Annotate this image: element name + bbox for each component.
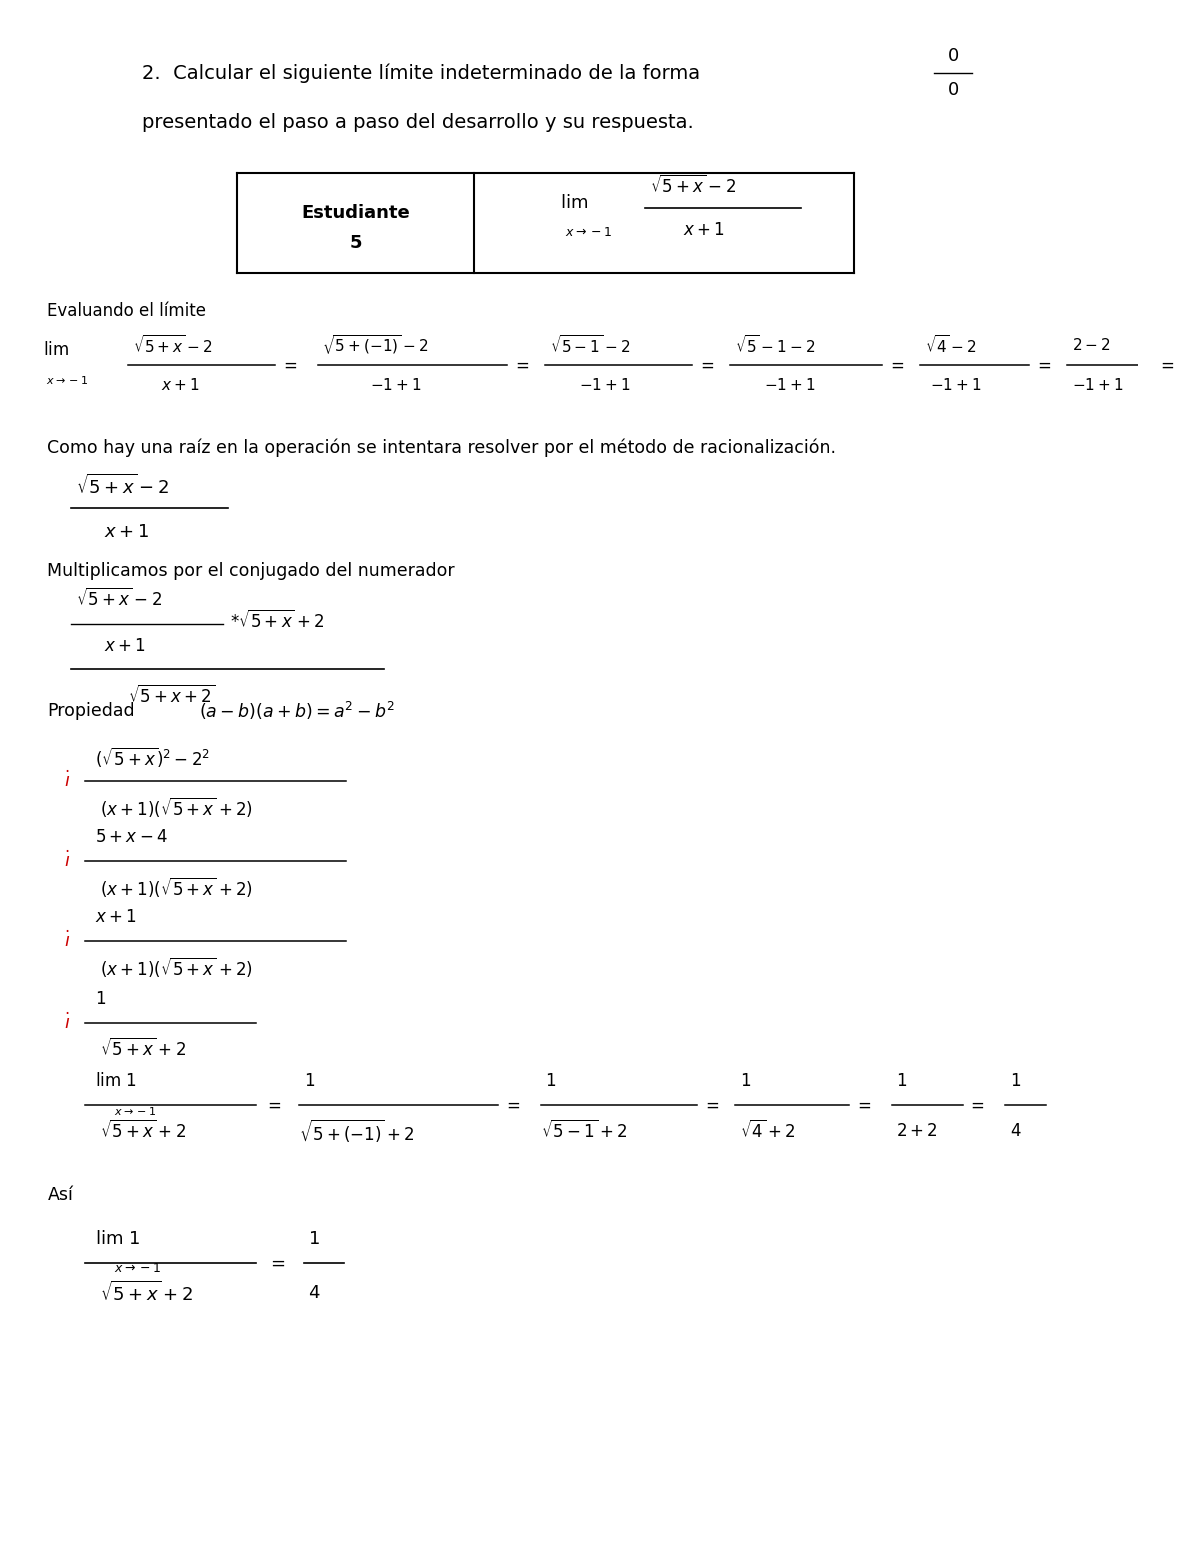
Text: $=$: $=$ [702,1096,719,1114]
Text: $1$: $1$ [740,1072,751,1090]
Text: $(a-b)(a+b)=a^2-b^2$: $(a-b)(a+b)=a^2-b^2$ [199,700,396,722]
Text: $-1+1$: $-1+1$ [763,377,815,393]
Text: $\sqrt{5+x}-2$: $\sqrt{5+x}-2$ [76,589,162,610]
Text: $x+1$: $x+1$ [104,637,146,655]
Text: $1$: $1$ [1010,1072,1021,1090]
Text: 0: 0 [948,47,959,65]
Text: Propiedad: Propiedad [48,702,136,721]
Text: $\sqrt{5+x}-2$: $\sqrt{5+x}-2$ [133,334,212,356]
Text: Evaluando el límite: Evaluando el límite [48,301,206,320]
Text: Como hay una raíz en la operación se intentara resolver por el método de raciona: Como hay una raíz en la operación se int… [48,439,836,457]
Text: 0: 0 [948,81,959,99]
Text: $=$: $=$ [1157,356,1175,374]
Text: $-1+1$: $-1+1$ [370,377,421,393]
Text: $\sqrt{5+x}+2$: $\sqrt{5+x}+2$ [100,1037,186,1061]
Text: $x\to -1$: $x\to -1$ [565,227,612,239]
Text: $\sqrt{4}-2$: $\sqrt{4}-2$ [925,334,977,356]
Text: $\left(x+1\right)\left(\sqrt{5+x}+2\right)$: $\left(x+1\right)\left(\sqrt{5+x}+2\righ… [100,874,252,899]
Text: $\dot{\imath}$: $\dot{\imath}$ [65,770,71,790]
Text: $1$: $1$ [896,1072,907,1090]
Text: Multiplicamos por el conjugado del numerador: Multiplicamos por el conjugado del numer… [48,562,455,579]
Text: $5+x-4$: $5+x-4$ [95,828,168,846]
Text: $-1+1$: $-1+1$ [930,377,980,393]
Text: $*\sqrt{5+x}+2$: $*\sqrt{5+x}+2$ [229,610,324,632]
Text: $\sqrt{5+x+2}$: $\sqrt{5+x+2}$ [128,685,216,707]
Text: $-1+1$: $-1+1$ [578,377,630,393]
Text: $1$: $1$ [308,1230,320,1249]
Text: $1$: $1$ [95,989,106,1008]
Text: 5: 5 [349,235,362,252]
Text: $4$: $4$ [308,1284,320,1301]
Text: $x\to -1$: $x\to -1$ [114,1106,156,1117]
Text: $=$: $=$ [887,356,904,374]
Text: $\dot{\imath}$: $\dot{\imath}$ [65,930,71,950]
Text: $\sqrt{5+x}+2$: $\sqrt{5+x}+2$ [100,1120,186,1141]
Text: $=$: $=$ [697,356,714,374]
Text: $\left(\sqrt{5+x}\right)^2-2^2$: $\left(\sqrt{5+x}\right)^2-2^2$ [95,745,210,769]
Text: Así: Así [48,1186,73,1204]
Text: $1$: $1$ [545,1072,557,1090]
Text: $2-2$: $2-2$ [1072,337,1110,353]
Text: $\sqrt{5}-1-2$: $\sqrt{5}-1-2$ [736,334,815,356]
Text: $\sqrt{4}+2$: $\sqrt{4}+2$ [740,1120,796,1141]
Text: 2.  Calcular el siguiente límite indeterminado de la forma: 2. Calcular el siguiente límite indeterm… [143,64,701,82]
Text: $\dot{\imath}$: $\dot{\imath}$ [65,851,71,871]
Text: presentado el paso a paso del desarrollo y su respuesta.: presentado el paso a paso del desarrollo… [143,113,694,132]
Text: $-1+1$: $-1+1$ [1072,377,1123,393]
Text: $\left(x+1\right)\left(\sqrt{5+x}+2\right)$: $\left(x+1\right)\left(\sqrt{5+x}+2\righ… [100,955,252,978]
Text: $\dot{\imath}$: $\dot{\imath}$ [65,1013,71,1033]
Text: $\lim$: $\lim$ [43,342,68,359]
Text: $=$: $=$ [967,1096,985,1114]
Text: $1$: $1$ [304,1072,314,1090]
Text: $x+1$: $x+1$ [104,523,149,540]
Text: $x\to -1$: $x\to -1$ [47,374,89,387]
Text: $\sqrt{5-1}+2$: $\sqrt{5-1}+2$ [541,1120,628,1141]
Text: $x+1$: $x+1$ [95,909,137,926]
Text: $x\to -1$: $x\to -1$ [114,1263,161,1275]
Text: Estudiante: Estudiante [301,203,410,222]
Text: $\sqrt{5+(-1)}-2$: $\sqrt{5+(-1)}-2$ [323,332,428,357]
Text: $2+2$: $2+2$ [896,1121,938,1140]
Text: $4$: $4$ [1010,1121,1021,1140]
Text: $\sqrt{5-1}-2$: $\sqrt{5-1}-2$ [550,334,630,356]
Text: $=$: $=$ [1034,356,1051,374]
Text: $=$: $=$ [268,1253,286,1272]
Text: $x+1$: $x+1$ [683,221,725,239]
Text: $\sqrt{5+x}+2$: $\sqrt{5+x}+2$ [100,1281,192,1305]
Text: $=$: $=$ [512,356,529,374]
Text: $\lim\ 1$: $\lim\ 1$ [95,1072,137,1090]
Text: $\lim\ 1$: $\lim\ 1$ [95,1230,140,1249]
Text: $x+1$: $x+1$ [161,377,199,393]
Text: $\sqrt{5+(-1)}+2$: $\sqrt{5+(-1)}+2$ [299,1118,414,1145]
Text: $\sqrt{5+x}-2$: $\sqrt{5+x}-2$ [76,474,169,499]
Text: $=$: $=$ [280,356,298,374]
Text: $=$: $=$ [503,1096,520,1114]
Text: $\left(x+1\right)\left(\sqrt{5+x}+2\right)$: $\left(x+1\right)\left(\sqrt{5+x}+2\righ… [100,795,252,818]
Text: $\lim$: $\lim$ [559,194,588,213]
Text: $\sqrt{5+x}-2$: $\sqrt{5+x}-2$ [649,175,736,197]
Text: $=$: $=$ [853,1096,871,1114]
Text: $=$: $=$ [264,1096,281,1114]
